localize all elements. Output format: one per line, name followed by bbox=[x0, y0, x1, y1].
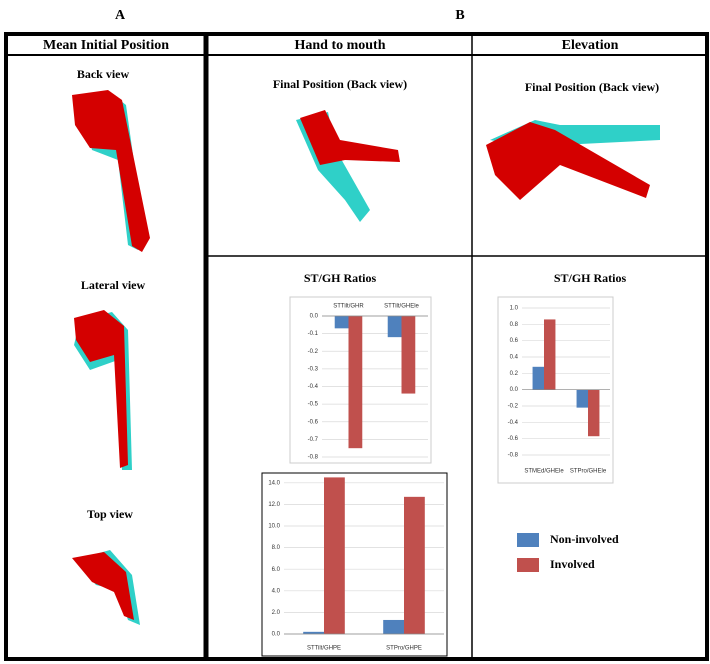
y-tick-label: 12.0 bbox=[268, 502, 280, 508]
final-title: Final Position (Back view) bbox=[273, 77, 407, 91]
y-tick-label: 2.0 bbox=[272, 610, 281, 616]
y-tick-label: 0.0 bbox=[510, 387, 519, 393]
view-label: Lateral view bbox=[81, 278, 146, 292]
header: Elevation bbox=[562, 38, 619, 53]
y-tick-label: -0.5 bbox=[308, 402, 319, 408]
y-tick-label: 0.2 bbox=[510, 371, 519, 377]
y-tick-label: -0.2 bbox=[508, 404, 519, 410]
header: Mean Initial Position bbox=[43, 38, 169, 53]
y-tick-label: -0.8 bbox=[508, 453, 519, 459]
x-tick-label: STPro/GHPE bbox=[386, 646, 422, 652]
y-tick-label: -0.3 bbox=[308, 366, 319, 372]
y-tick-label: -0.6 bbox=[508, 436, 519, 442]
bar bbox=[402, 316, 416, 394]
header: Hand to mouth bbox=[294, 38, 385, 53]
y-tick-label: 1.0 bbox=[510, 306, 519, 312]
y-tick-label: 0.6 bbox=[510, 338, 519, 344]
y-tick-label: 8.0 bbox=[272, 545, 281, 551]
bar bbox=[404, 497, 425, 634]
bar bbox=[383, 620, 404, 634]
y-tick-label: -0.6 bbox=[308, 419, 319, 425]
y-tick-label: 4.0 bbox=[272, 588, 281, 594]
bar bbox=[577, 390, 588, 408]
legend-swatch bbox=[517, 533, 539, 547]
bar bbox=[349, 316, 363, 448]
y-tick-label: 0.0 bbox=[310, 314, 319, 320]
y-tick-label: 0.4 bbox=[510, 355, 519, 361]
view-label: Back view bbox=[77, 67, 130, 81]
figure: A B Mean Initial Position Hand to mouth … bbox=[0, 0, 710, 664]
x-tick-label: STTilt/GHPE bbox=[307, 646, 341, 652]
bar bbox=[544, 319, 555, 389]
panel-label: B bbox=[455, 8, 464, 23]
legend-label: Involved bbox=[550, 557, 595, 571]
chart-title: ST/GH Ratios bbox=[554, 271, 627, 285]
bar bbox=[533, 367, 544, 390]
y-tick-label: -0.7 bbox=[308, 437, 319, 443]
y-tick-label: -0.2 bbox=[308, 349, 319, 355]
y-tick-label: 10.0 bbox=[268, 524, 280, 530]
x-tick-label: STTilt/GHR bbox=[333, 304, 364, 310]
view-label: Top view bbox=[87, 507, 133, 521]
bar bbox=[388, 316, 402, 337]
x-tick-label: STTilt/GHEle bbox=[384, 304, 419, 310]
y-tick-label: -0.8 bbox=[308, 455, 319, 461]
legend-swatch bbox=[517, 558, 539, 572]
y-tick-label: 0.8 bbox=[510, 322, 519, 328]
y-tick-label: -0.1 bbox=[308, 331, 319, 337]
y-tick-label: 6.0 bbox=[272, 567, 281, 573]
final-title: Final Position (Back view) bbox=[525, 80, 659, 94]
y-tick-label: 0.0 bbox=[272, 632, 281, 638]
bar bbox=[588, 390, 599, 437]
bar bbox=[324, 477, 345, 634]
chart-title: ST/GH Ratios bbox=[304, 271, 377, 285]
y-tick-label: -0.4 bbox=[308, 384, 319, 390]
x-tick-label: STMEd/GHEle bbox=[524, 469, 564, 475]
y-tick-label: 14.0 bbox=[268, 480, 280, 486]
panel-label: A bbox=[115, 8, 126, 23]
legend-label: Non-involved bbox=[550, 532, 619, 546]
x-tick-label: STPro/GHEle bbox=[570, 469, 607, 475]
y-tick-label: -0.4 bbox=[508, 420, 519, 426]
bar bbox=[335, 316, 349, 328]
